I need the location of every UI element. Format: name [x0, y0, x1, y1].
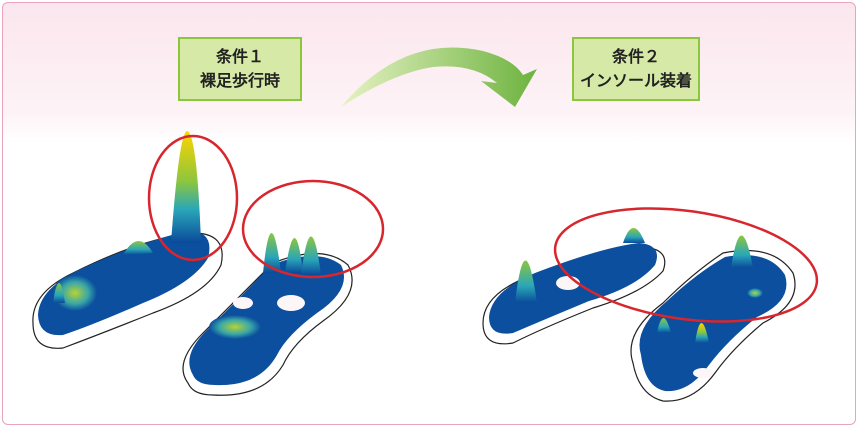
condition-title: 条件２ — [611, 47, 660, 66]
condition-label: インソール装着 — [579, 71, 692, 90]
highlight-ellipse — [147, 134, 239, 262]
illustration — [32, 47, 819, 402]
arrow — [341, 47, 537, 107]
highlight-ellipse — [241, 179, 385, 279]
foot-pressure-right — [482, 228, 796, 402]
foot-pressure-left — [32, 131, 353, 396]
highlight-ellipse — [553, 207, 819, 323]
condition-box: 条件２ インソール装着 — [572, 37, 700, 101]
condition-box: 条件１ 裸足歩行時 — [178, 37, 302, 101]
condition-title: 条件１ — [215, 47, 264, 66]
condition-label: 裸足歩行時 — [199, 71, 280, 90]
